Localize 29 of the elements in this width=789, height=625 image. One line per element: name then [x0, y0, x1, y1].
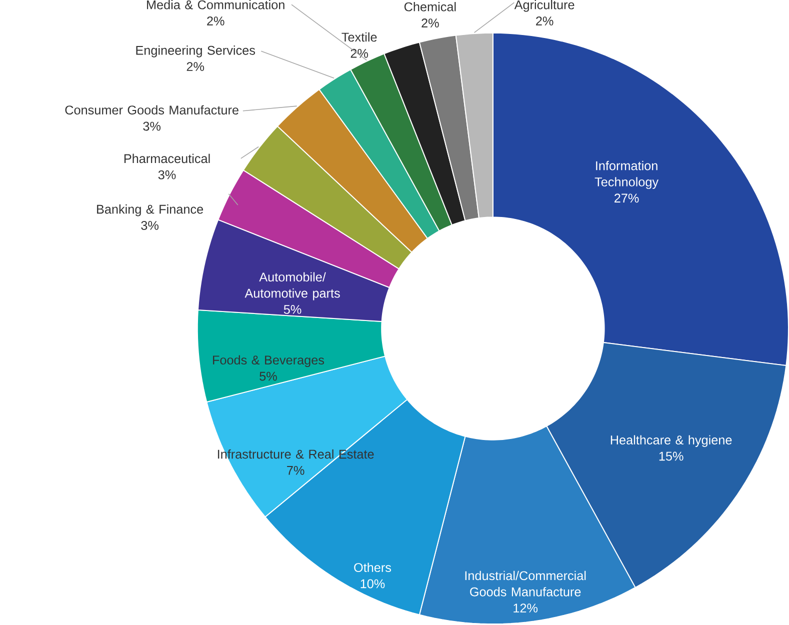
- data-label: 5%: [260, 372, 277, 381]
- slice-label: Healthcare & hygiene: [610, 435, 732, 448]
- data-label: 7%: [287, 466, 304, 476]
- slice-label: Media & Communication: [147, 0, 284, 10]
- data-label: 5%: [284, 305, 302, 314]
- data-label: 2%: [422, 18, 439, 28]
- slice-label: Engineering Services: [136, 46, 256, 58]
- slice-label: Automobile/ Automotive parts: [244, 272, 340, 300]
- data-label: 12%: [514, 604, 538, 613]
- slice-label: Information Technology: [594, 161, 659, 190]
- slice-label: Banking & Finance: [97, 204, 204, 216]
- slice-label: Industrial/Commercial Goods Manufacture: [465, 571, 586, 597]
- data-label: 27%: [614, 194, 639, 203]
- slice-label: Pharmaceutical: [124, 154, 210, 164]
- data-label: 2%: [350, 49, 368, 58]
- slice-label: Chemical: [404, 2, 456, 12]
- data-label: 2%: [207, 16, 224, 26]
- data-label: 10%: [360, 579, 385, 588]
- slice-label: Consumer Goods Manufacture: [65, 105, 238, 115]
- data-label: 3%: [141, 221, 158, 230]
- data-label: 2%: [186, 62, 204, 72]
- slice-label: Others: [354, 562, 392, 572]
- slice-label: Textile: [342, 32, 377, 42]
- slice-label: Agriculture: [514, 0, 574, 12]
- slice-label: Foods & Beverages: [213, 355, 324, 368]
- data-label: 2%: [536, 16, 554, 26]
- data-label: 15%: [659, 452, 684, 461]
- data-label: 3%: [143, 122, 161, 131]
- data-label: 3%: [158, 170, 176, 180]
